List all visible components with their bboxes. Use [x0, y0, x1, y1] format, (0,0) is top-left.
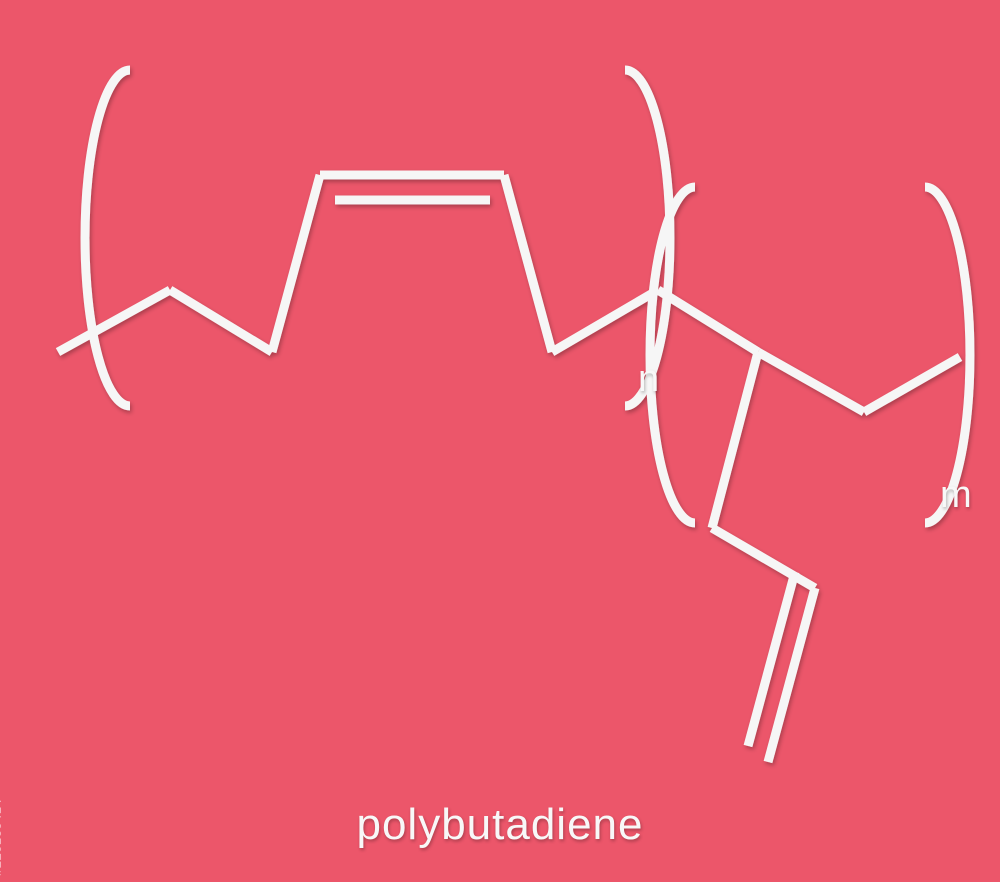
- bond-line: [58, 290, 170, 352]
- repeat-subscript-m: m: [940, 474, 972, 517]
- bond-line: [504, 175, 552, 352]
- bond-line: [658, 290, 758, 352]
- repeat-bracket: [925, 187, 970, 523]
- compound-name-label: polybutadiene: [0, 800, 1000, 850]
- repeat-bracket: [85, 70, 130, 406]
- watermark-label: #220160414: [0, 799, 4, 876]
- bond-line: [768, 588, 815, 762]
- bond-line: [712, 528, 815, 588]
- bond-line: [864, 357, 960, 412]
- bond-line: [758, 352, 864, 412]
- bond-line: [170, 290, 272, 352]
- bond-line: [748, 572, 795, 746]
- bond-line: [272, 175, 320, 352]
- molecule-svg: [0, 0, 1000, 882]
- repeat-subscript-n: n: [638, 358, 659, 401]
- bond-line: [712, 352, 758, 528]
- diagram-canvas: [0, 0, 1000, 882]
- bond-line: [552, 290, 658, 352]
